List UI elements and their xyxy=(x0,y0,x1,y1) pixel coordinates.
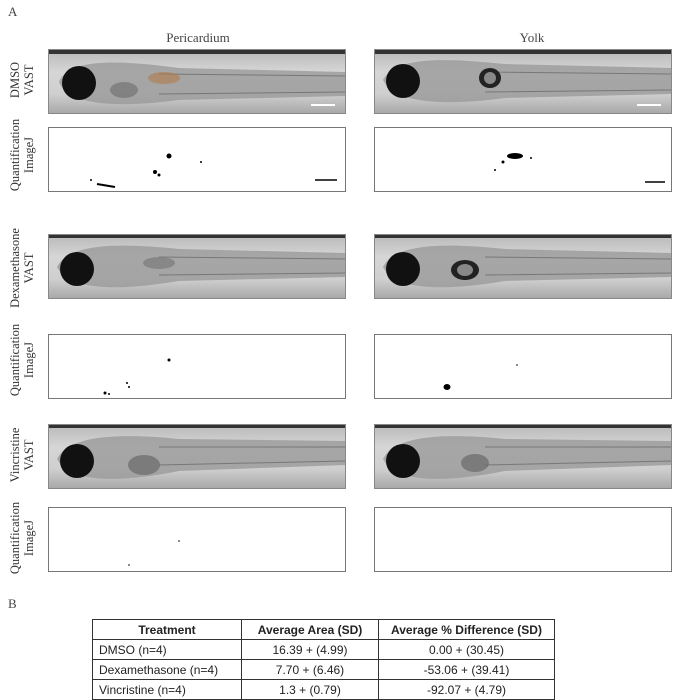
fish-image-vincristine-pericardium xyxy=(48,424,346,489)
cell-treatment: Vincristine (n=4) xyxy=(92,679,242,700)
header-average-percent-difference: Average % Difference (SD) xyxy=(378,619,555,640)
panel-b-label: B xyxy=(8,596,17,611)
quant-image-dexamethasone-pericardium xyxy=(48,334,346,399)
fish-image-dmso-yolk xyxy=(374,49,672,114)
quant-image-vincristine-pericardium xyxy=(48,507,346,572)
header-average-area: Average Area (SD) xyxy=(241,619,379,640)
cell-average-difference: 0.00 + (30.45) xyxy=(378,639,555,660)
quant-image-dmso-yolk xyxy=(374,127,672,192)
cell-average-difference: -53.06 + (39.41) xyxy=(378,659,555,680)
fish-image-dexamethasone-pericardium xyxy=(48,234,346,299)
row-label-quant-3: Quantification ImageJ xyxy=(8,501,36,575)
table-row: Dexamethasone (n=4) 7.70 + (6.46) -53.06… xyxy=(92,659,555,680)
header-treatment: Treatment xyxy=(92,619,242,640)
cell-average-area: 1.3 + (0.79) xyxy=(241,679,379,700)
quant-image-dmso-pericardium xyxy=(48,127,346,192)
column-title-yolk: Yolk xyxy=(519,30,545,45)
panel-a-label: A xyxy=(8,4,18,19)
cell-average-area: 7.70 + (6.46) xyxy=(241,659,379,680)
cell-treatment: DMSO (n=4) xyxy=(92,639,242,660)
row-label-quant-2: Quantification ImageJ xyxy=(8,323,36,397)
row-label-dexamethasone-vast: Dexamethasone VAST xyxy=(8,228,36,308)
results-table: Treatment Average Area (SD) Average % Di… xyxy=(92,619,555,700)
row-label-quant-1: Quantification ImageJ xyxy=(8,118,36,192)
column-title-pericardium: Pericardium xyxy=(166,30,230,45)
table-row: Vincristine (n=4) 1.3 + (0.79) -92.07 + … xyxy=(92,679,555,700)
cell-treatment: Dexamethasone (n=4) xyxy=(92,659,242,680)
fish-image-dexamethasone-yolk xyxy=(374,234,672,299)
table-header-row: Treatment Average Area (SD) Average % Di… xyxy=(92,619,555,640)
cell-average-area: 16.39 + (4.99) xyxy=(241,639,379,660)
cell-average-difference: -92.07 + (4.79) xyxy=(378,679,555,700)
quant-image-dexamethasone-yolk xyxy=(374,334,672,399)
fish-image-dmso-pericardium xyxy=(48,49,346,114)
fish-image-vincristine-yolk xyxy=(374,424,672,489)
quant-image-vincristine-yolk xyxy=(374,507,672,572)
table-row: DMSO (n=4) 16.39 + (4.99) 0.00 + (30.45) xyxy=(92,639,555,660)
